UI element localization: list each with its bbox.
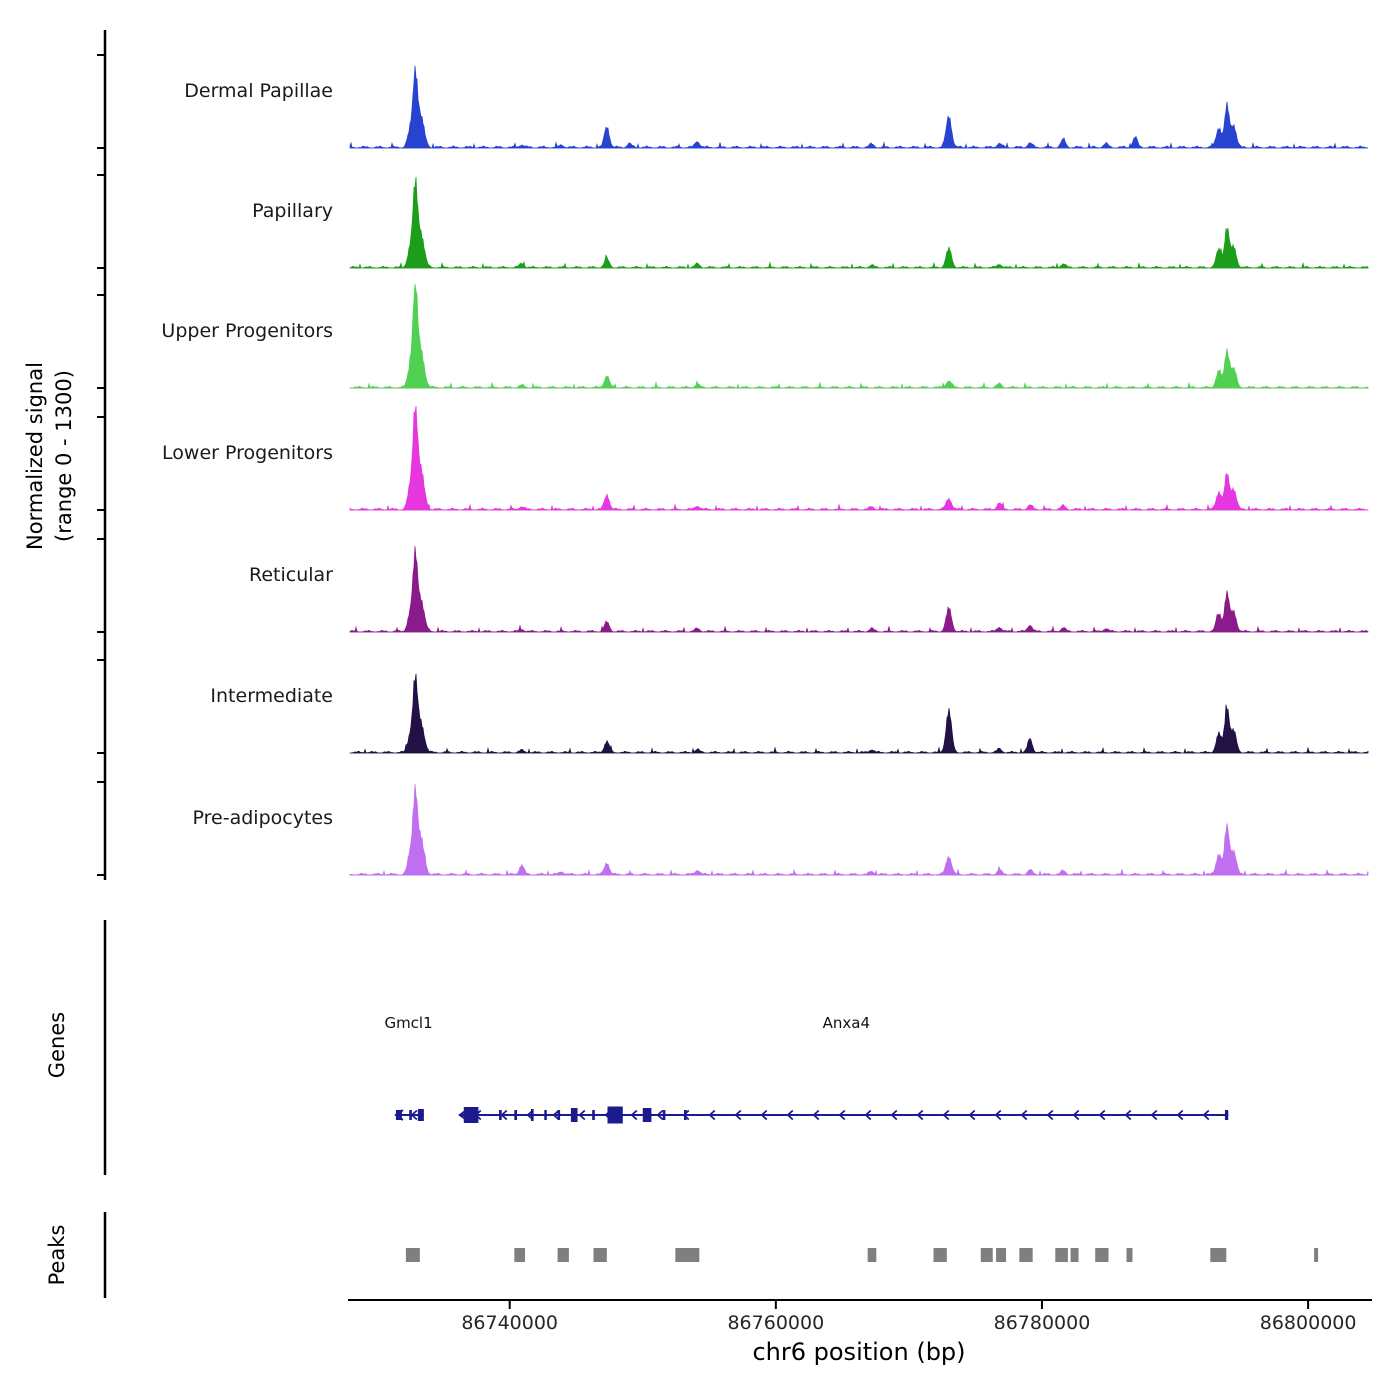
gene-exon (1224, 1110, 1229, 1120)
gene-strand-arrow (708, 1109, 716, 1121)
signal-area-0 (349, 65, 1369, 149)
gene-exon (642, 1108, 652, 1122)
signal-area-1 (349, 177, 1369, 269)
peak-region (557, 1248, 569, 1262)
peaks-section-label: Peaks (45, 1224, 69, 1286)
x-axis-label: chr6 position (bp) (752, 1338, 966, 1366)
gene-strand-arrow (734, 1109, 742, 1121)
x-tick-label-3: 86800000 (1259, 1312, 1357, 1334)
gene-strand-arrow (942, 1109, 950, 1121)
gene-exon (499, 1110, 502, 1120)
peak-region (514, 1248, 525, 1262)
gene-strand-arrow (500, 1109, 508, 1121)
track-label-3: Lower Progenitors (162, 442, 333, 464)
gene-strand-arrow (760, 1109, 768, 1121)
gene-strand-arrow (968, 1109, 976, 1121)
gene-strand-arrow (1098, 1109, 1106, 1121)
gene-strand-arrow (656, 1109, 664, 1121)
track-label-4: Reticular (249, 564, 333, 586)
gene-strand-arrow (552, 1109, 560, 1121)
gene-strand-arrow (812, 1109, 820, 1121)
signal-area-2 (349, 283, 1369, 389)
gene-exon (570, 1108, 578, 1122)
peak-region (996, 1248, 1007, 1262)
gene-name-0: Gmcl1 (384, 1014, 433, 1032)
track-label-5: Intermediate (210, 685, 333, 707)
x-tick-label-2: 86780000 (993, 1312, 1091, 1334)
gene-strand-arrow (682, 1109, 690, 1121)
gene-strand-arrow (838, 1109, 846, 1121)
gene-strand-arrow (578, 1109, 586, 1121)
genes-section-label: Genes (45, 1011, 69, 1079)
x-tick-label-1: 86760000 (727, 1312, 825, 1334)
gene-strand-arrow (1176, 1109, 1184, 1121)
peak-region (593, 1248, 607, 1262)
peak-region (980, 1248, 993, 1262)
gene-exon (530, 1109, 534, 1121)
gene-exon (514, 1110, 518, 1120)
track-label-1: Papillary (252, 200, 333, 222)
signal-area-3 (349, 405, 1369, 511)
signal-area-5 (349, 673, 1369, 754)
gene-strand-arrow (1150, 1109, 1158, 1121)
y-axis-label: Normalized signal (range 0 - 1300) (21, 246, 83, 666)
peak-region (405, 1248, 420, 1262)
gene-strand-arrow (786, 1109, 794, 1121)
gene-exon (395, 1110, 402, 1120)
gene-exon (557, 1110, 561, 1120)
peak-region (1314, 1248, 1319, 1262)
signal-area-6 (349, 784, 1369, 876)
gene-exon (417, 1109, 424, 1121)
gene-strand-arrow (1020, 1109, 1028, 1121)
peak-region (1210, 1248, 1227, 1262)
track-label-6: Pre-adipocytes (192, 807, 333, 829)
gene-exon (409, 1110, 412, 1120)
signal-area-4 (349, 546, 1369, 633)
peak-region (1095, 1248, 1109, 1262)
peak-region (933, 1248, 947, 1262)
gene-strand-arrow (916, 1109, 924, 1121)
x-tick-label-0: 86740000 (461, 1312, 559, 1334)
gene-exon (544, 1110, 547, 1120)
gene-strand-arrow (1046, 1109, 1054, 1121)
gene-exon (684, 1110, 687, 1120)
peak-region (1126, 1248, 1133, 1262)
gene-strand-arrow (1072, 1109, 1080, 1121)
gene-exon (592, 1110, 595, 1120)
gene-strand-arrow (890, 1109, 898, 1121)
gene-strand-arrow (1202, 1109, 1210, 1121)
gene-strand-arrow (630, 1109, 638, 1121)
peak-region (675, 1248, 700, 1262)
gene-exon (607, 1106, 623, 1124)
peak-region (867, 1248, 877, 1262)
gene-exon (662, 1110, 666, 1120)
gene-strand-arrow (410, 1109, 418, 1121)
y-axis-label-line1: Normalized signal (23, 362, 47, 550)
gene-name-1: Anxa4 (822, 1014, 871, 1032)
y-axis-label-line2: (range 0 - 1300) (52, 370, 77, 542)
peak-region (1070, 1248, 1079, 1262)
peak-region (1055, 1248, 1068, 1262)
gene-exon (463, 1107, 479, 1123)
track-label-0: Dermal Papillae (184, 80, 333, 102)
track-label-2: Upper Progenitors (161, 320, 333, 342)
gene-strand-arrow (1124, 1109, 1132, 1121)
gene-strand-arrow (994, 1109, 1002, 1121)
gene-strand-arrow (864, 1109, 872, 1121)
peak-region (1019, 1248, 1033, 1262)
